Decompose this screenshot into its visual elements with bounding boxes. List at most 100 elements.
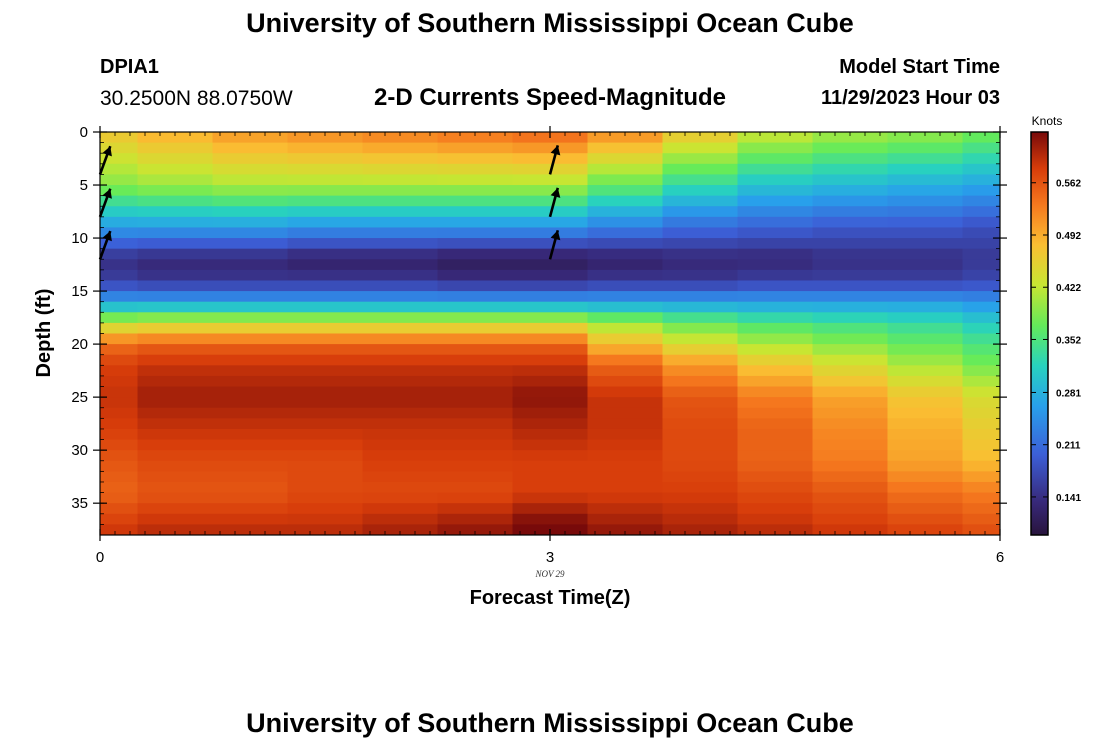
heatmap-cell <box>100 195 139 207</box>
heatmap-cell <box>587 418 664 430</box>
heatmap-cell <box>212 301 289 313</box>
heatmap-cell <box>887 153 964 165</box>
heatmap-cell <box>362 301 439 313</box>
heatmap-cell <box>212 153 289 165</box>
y-tick-label: 20 <box>71 336 88 353</box>
heatmap-cell <box>100 174 139 186</box>
heatmap-cell <box>137 344 214 356</box>
heatmap-cell <box>962 513 1000 525</box>
heatmap-cell <box>437 344 514 356</box>
heatmap-cell <box>362 524 439 535</box>
heatmap-cell <box>737 428 814 441</box>
heatmap-cell <box>212 322 289 335</box>
heatmap-cell <box>100 407 139 419</box>
heatmap-cell <box>812 132 889 144</box>
heatmap-cell <box>737 354 814 366</box>
heatmap-cell <box>662 291 739 303</box>
current-vector-arrow <box>548 187 561 218</box>
heatmap-cell <box>287 386 364 398</box>
heatmap-cell <box>287 365 364 377</box>
heatmap-cell <box>287 492 364 504</box>
station-coordinates: 30.2500N 88.0750W <box>100 87 293 110</box>
heatmap-cell <box>137 481 214 494</box>
heatmap-cell <box>812 163 889 176</box>
heatmap-cell <box>962 344 1000 356</box>
heatmap-cell <box>212 259 289 271</box>
heatmap-cell <box>962 503 1000 515</box>
heatmap-cell <box>287 460 364 472</box>
heatmap-cell <box>962 142 1000 154</box>
heatmap-cell <box>662 301 739 313</box>
heatmap-cell <box>662 407 739 419</box>
heatmap-cell <box>362 386 439 398</box>
heatmap-cell <box>812 301 889 313</box>
heatmap-cell <box>512 418 589 430</box>
heatmap-cell <box>887 312 964 324</box>
heatmap-cell <box>512 301 589 313</box>
heatmap-cell <box>287 248 364 260</box>
heatmap-cell <box>437 280 514 292</box>
heatmap-cell <box>437 365 514 377</box>
heatmap-cell <box>512 397 589 409</box>
heatmap-cell <box>887 428 964 441</box>
heatmap-cell <box>212 513 289 525</box>
heatmap-cell <box>962 195 1000 207</box>
heatmap-cell <box>887 365 964 377</box>
heatmap-cell <box>100 280 139 292</box>
heatmap-cell <box>962 206 1000 218</box>
heatmap-cell <box>587 142 664 154</box>
heatmap-cell <box>737 248 814 260</box>
heatmap-cell <box>362 238 439 250</box>
heatmap-cell <box>662 428 739 441</box>
heatmap-cell <box>512 216 589 229</box>
heatmap-cell <box>362 206 439 218</box>
heatmap-cell <box>887 132 964 144</box>
heatmap-cell <box>212 492 289 504</box>
heatmap-cell <box>587 375 664 388</box>
heatmap-cell <box>587 195 664 207</box>
heatmap-cell <box>812 503 889 515</box>
heatmap-cell <box>437 513 514 525</box>
heatmap-cell <box>962 163 1000 176</box>
heatmap-cell <box>212 365 289 377</box>
heatmap-cell <box>737 185 814 197</box>
heatmap-cell <box>437 301 514 313</box>
heatmap-cell <box>512 492 589 504</box>
heatmap-cell <box>362 428 439 441</box>
heatmap-cell <box>362 397 439 409</box>
x-axis-label: Forecast Time(Z) <box>470 587 631 609</box>
heatmap-cell <box>137 418 214 430</box>
heatmap-cell <box>512 238 589 250</box>
heatmap-cell <box>587 206 664 218</box>
heatmap-cell <box>100 513 139 525</box>
heatmap-cell <box>512 503 589 515</box>
heatmap-cell <box>212 439 289 451</box>
heatmap-cell <box>887 418 964 430</box>
heatmap-cell <box>137 227 214 239</box>
heatmap-cell <box>362 344 439 356</box>
heatmap-cell <box>737 153 814 165</box>
heatmap-cell <box>100 312 139 324</box>
heatmap-cell <box>512 195 589 207</box>
y-tick-label: 30 <box>71 442 88 459</box>
heatmap-cell <box>737 386 814 398</box>
heatmap-cell <box>812 312 889 324</box>
heatmap-cell <box>137 375 214 388</box>
heatmap-cell <box>812 428 889 441</box>
heatmap-cell <box>587 259 664 271</box>
heatmap-cell <box>287 481 364 494</box>
heatmap-cell <box>587 280 664 292</box>
heatmap-cell <box>737 163 814 176</box>
heatmap-cell <box>962 375 1000 388</box>
heatmap-cell <box>962 248 1000 260</box>
heatmap-cell <box>100 492 139 504</box>
heatmap-cell <box>512 269 589 282</box>
heatmap-cell <box>587 365 664 377</box>
heatmap-cell <box>887 322 964 335</box>
heatmap-cell <box>812 142 889 154</box>
heatmap-cell <box>587 524 664 535</box>
heatmap-cell <box>812 365 889 377</box>
heatmap-cell <box>587 322 664 335</box>
heatmap-cell <box>137 365 214 377</box>
heatmap-cell <box>512 354 589 366</box>
